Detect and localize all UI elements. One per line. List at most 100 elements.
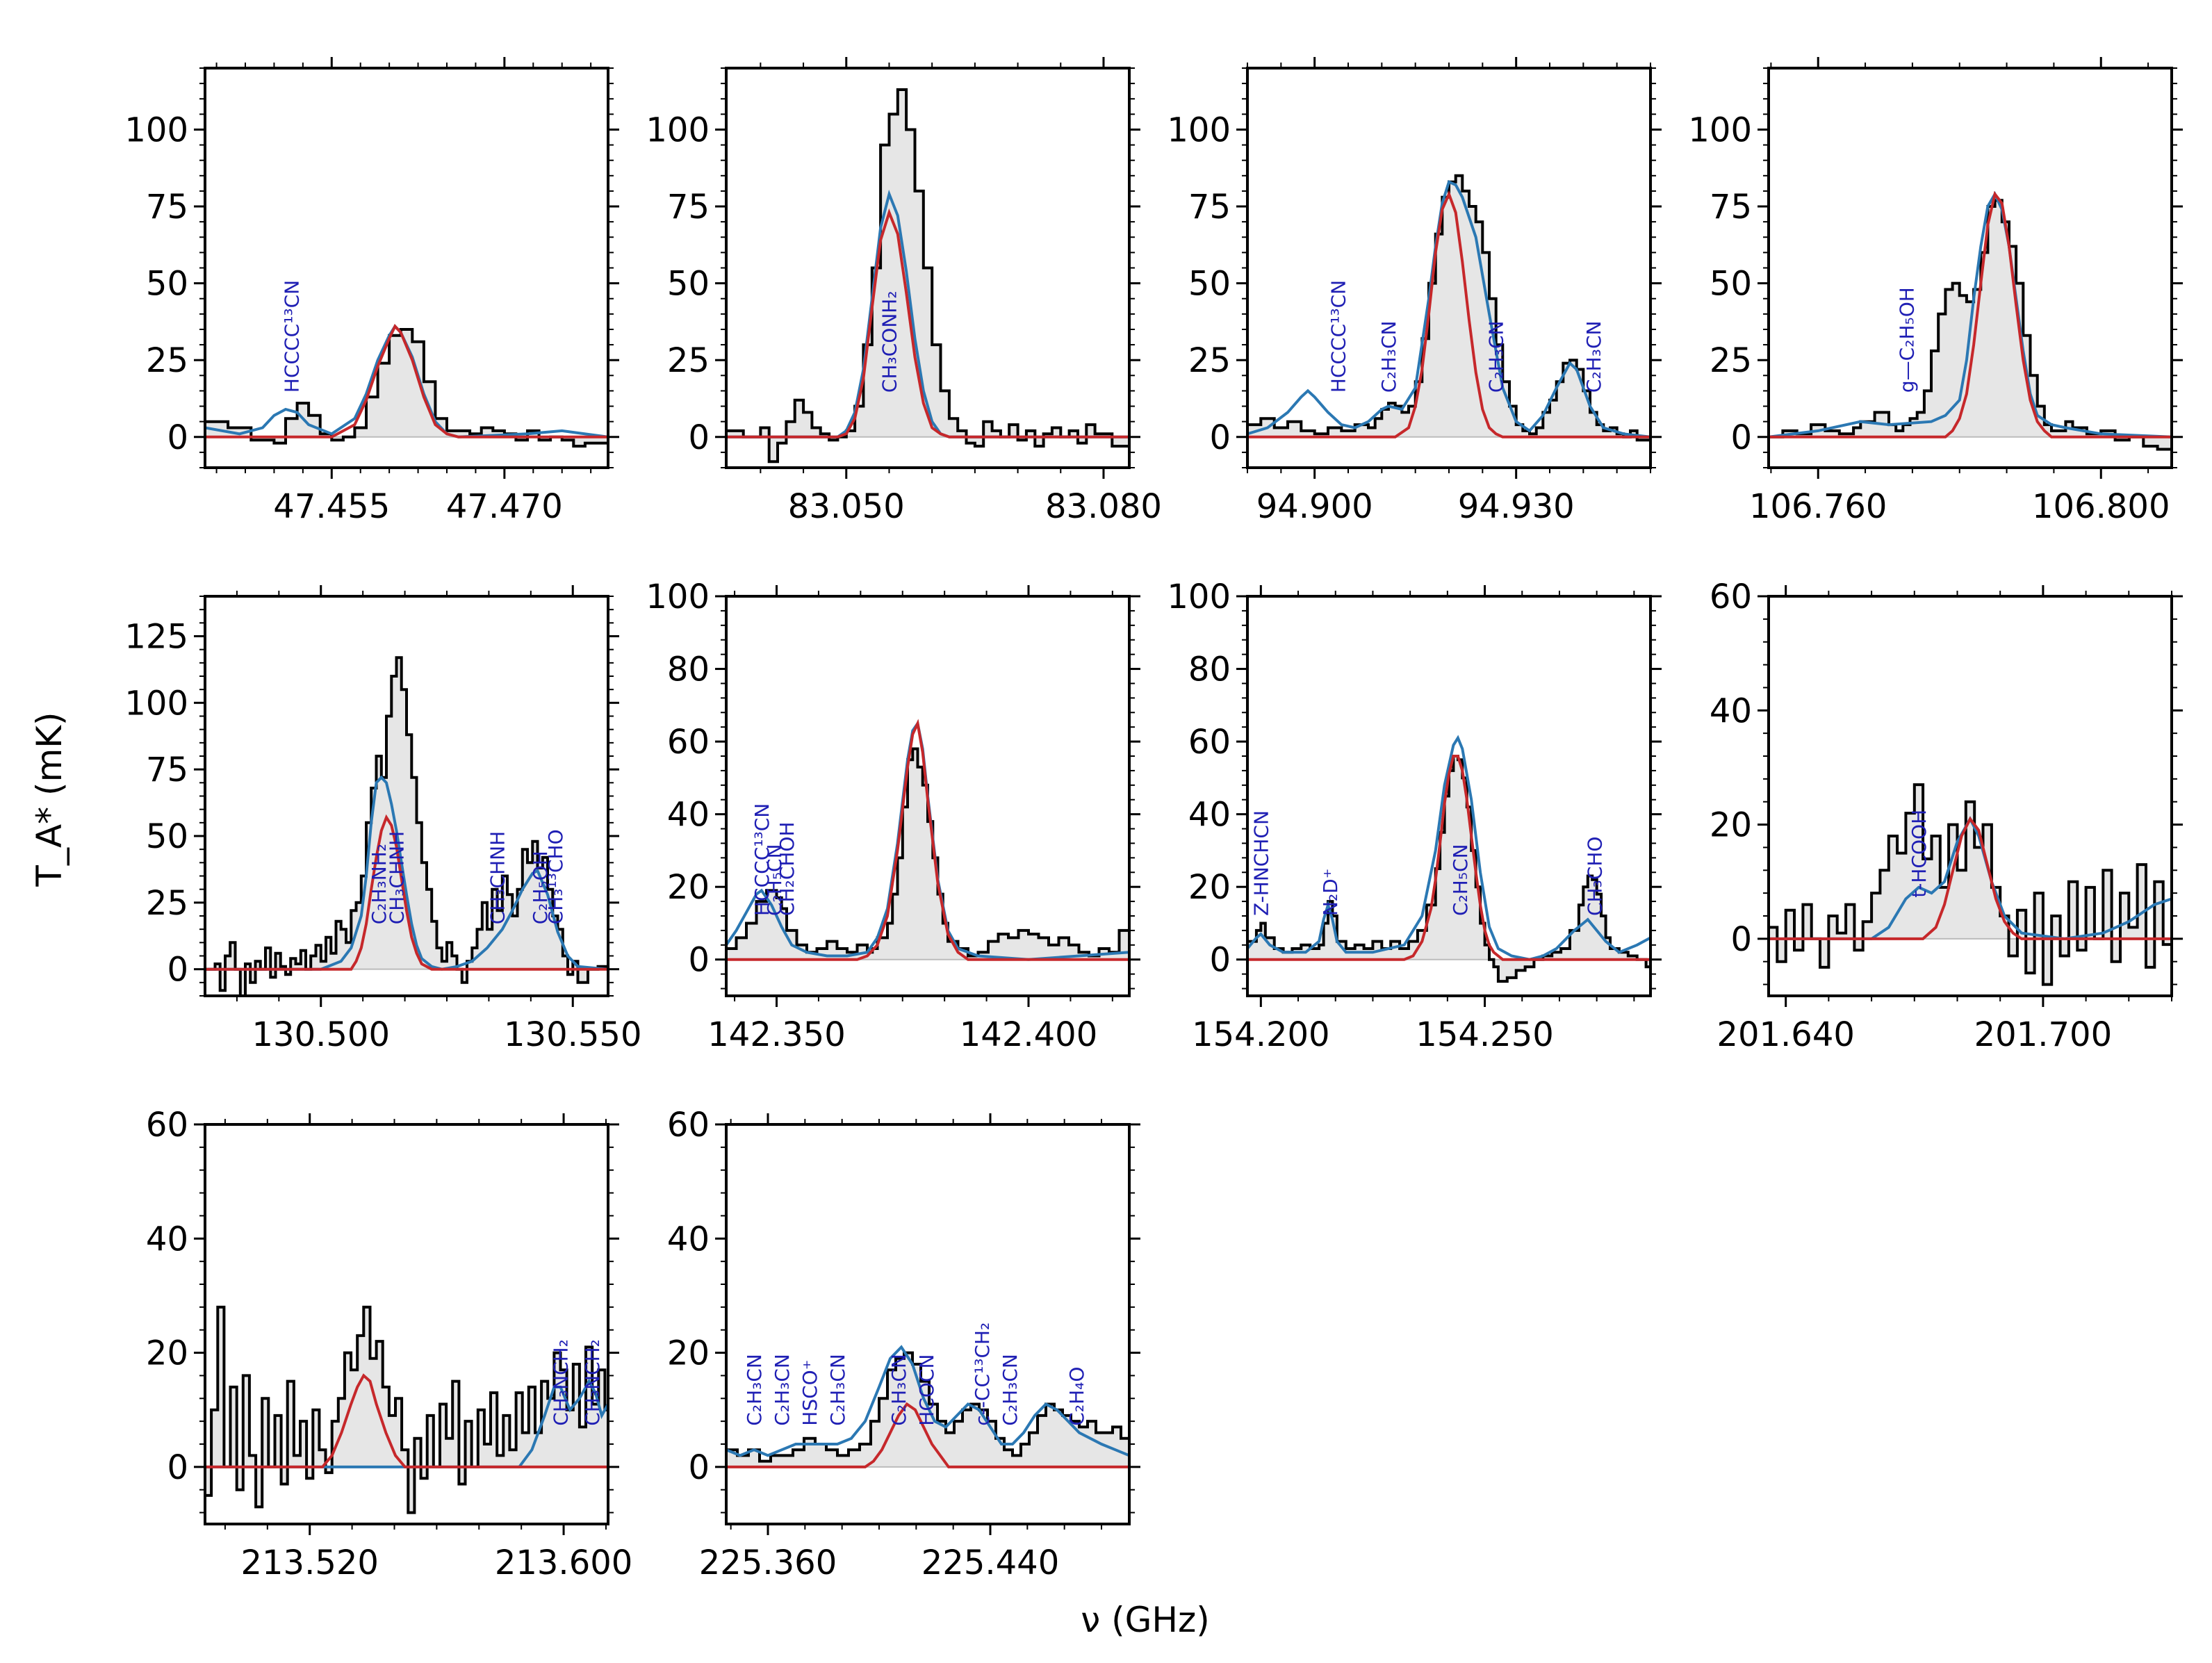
molecule-label: HCOCN <box>915 1354 938 1426</box>
model-species-line <box>726 719 1129 961</box>
plot-area <box>205 1305 608 1514</box>
y-tick-label: 0 <box>1209 941 1231 980</box>
molecule-label: C₂H₃CN <box>771 1354 794 1426</box>
molecule-label: CH₃NCH₂ <box>550 1339 573 1426</box>
y-tick-label: 100 <box>646 110 710 149</box>
observed-spectrum <box>1247 755 1650 983</box>
model-species-line <box>726 1402 1129 1468</box>
molecule-label: HCCCC¹³CN <box>751 803 773 916</box>
molecule-label: Z-HNCHCN <box>1250 810 1272 916</box>
model-species-line <box>205 814 608 971</box>
spectrum-panel: CH₃NCH₂ CH₃NCH₂ 0 20 40 60 213.520 213.600 <box>146 1106 632 1582</box>
plot-area <box>1769 190 2172 459</box>
model-total-line <box>1769 816 2172 940</box>
model-species-line <box>1247 190 1650 439</box>
panel-grid: HCCCC¹³CN 0 25 50 75 100 47.455 47.470 CH₃CONH₂ 0… <box>124 57 2183 1582</box>
observed-spectrum <box>205 1305 608 1514</box>
spectrum-panel: g—C₂H₅OH 0 25 50 75 100 106.760 106.800 <box>1688 57 2183 526</box>
y-tick-label: 25 <box>667 341 710 380</box>
spectrum-panel: t-HCOOH 0 20 40 60 201.640 201.700 <box>1710 577 2183 1054</box>
y-tick-label: 0 <box>1209 418 1231 457</box>
model-species-line <box>1769 190 2172 439</box>
x-tick-label: 94.930 <box>1458 487 1575 526</box>
model-species-line <box>726 208 1129 439</box>
molecule-label: CH₃¹³CHO <box>544 829 567 924</box>
model-species-line <box>205 1373 608 1468</box>
panel-frame <box>204 1123 609 1525</box>
y-tick-label: 40 <box>146 1220 188 1259</box>
molecule-label: C₂H₅OH <box>529 851 552 924</box>
observed-fill <box>1247 175 1650 441</box>
y-tick-label: 75 <box>1188 188 1231 227</box>
plot-area <box>726 1345 1129 1468</box>
observed-fill <box>205 657 608 996</box>
molecule-label: C₂H₃NH₂ <box>368 844 391 924</box>
y-tick-label: 0 <box>688 418 710 457</box>
observed-fill <box>726 748 1129 960</box>
y-tick-label: 100 <box>1688 110 1752 149</box>
observed-spectrum <box>1769 783 2172 986</box>
model-total-line <box>1769 190 2172 439</box>
x-tick-label: 47.470 <box>446 487 563 526</box>
plot-area <box>726 88 1129 464</box>
x-tick-label: 154.250 <box>1416 1015 1554 1054</box>
x-tick-label: 130.550 <box>504 1015 642 1054</box>
molecule-label: C₂H₃CN <box>1377 321 1400 393</box>
y-tick-label: 40 <box>667 796 710 835</box>
y-tick-label: 0 <box>167 951 188 990</box>
y-tick-label: 60 <box>1710 577 1752 616</box>
molecule-label: CH₂CHOH <box>776 821 798 916</box>
y-tick-label: 60 <box>667 723 710 762</box>
x-tick-label: 83.080 <box>1045 487 1162 526</box>
x-axis-title: ν (GHz) <box>1081 1600 1209 1640</box>
panel-frame <box>725 1123 1131 1525</box>
y-tick-label: 60 <box>667 1106 710 1145</box>
observed-spectrum <box>726 88 1129 464</box>
molecule-label: c--CC¹³CH₂ <box>971 1322 994 1426</box>
y-tick-label: 60 <box>1188 723 1231 762</box>
y-tick-label: 0 <box>688 1448 710 1487</box>
y-tick-label: 100 <box>124 110 188 149</box>
y-tick-label: 25 <box>146 341 188 380</box>
molecule-label: CH₃CHNH <box>386 831 409 924</box>
y-tick-label: 50 <box>1188 265 1231 304</box>
plot-area <box>205 323 608 450</box>
y-tick-label: 0 <box>167 418 188 457</box>
y-tick-label: 50 <box>1710 265 1752 304</box>
plot-area <box>1247 174 1650 442</box>
x-tick-label: 142.400 <box>960 1015 1098 1054</box>
y-tick-label: 25 <box>1188 341 1231 380</box>
molecule-label: HSCO⁺ <box>798 1359 821 1425</box>
observed-fill <box>1247 756 1650 982</box>
panel-frame <box>1246 595 1652 997</box>
model-total-line <box>205 1378 608 1468</box>
molecule-label: C₂H₃CN <box>887 1354 910 1426</box>
molecule-label: CH₃NCH₂ <box>581 1339 604 1426</box>
molecule-label: C₂H₅CN <box>1449 844 1472 916</box>
y-tick-label: 80 <box>1188 650 1231 689</box>
x-tick-label: 213.600 <box>495 1543 633 1582</box>
y-tick-label: 60 <box>146 1106 188 1145</box>
y-tick-label: 20 <box>667 868 710 907</box>
molecule-label: g—C₂H₅OH <box>1895 287 1918 393</box>
molecule-label: C₂H₃CN <box>1485 321 1508 393</box>
molecule-label: C₂H₃CN <box>743 1354 766 1426</box>
plot-area <box>205 656 608 996</box>
panel-frame <box>1767 595 2173 997</box>
molecule-label: C₂H₃CN <box>1582 321 1605 393</box>
y-tick-label: 100 <box>124 684 188 723</box>
y-tick-label: 0 <box>1730 920 1752 959</box>
spectrum-panel: CH₃CONH₂ 0 25 50 75 100 83.050 83.080 <box>646 57 1162 526</box>
x-tick-label: 201.700 <box>1974 1015 2113 1054</box>
panel-frame <box>725 595 1131 997</box>
y-tick-label: 100 <box>1167 110 1231 149</box>
y-tick-label: 25 <box>146 884 188 923</box>
spectrum-panel: C₂H₃CN C₂H₃CN HSCO⁺ C₂H₃CN C₂H₃CN HCOCN c--CC¹… <box>667 1106 1140 1582</box>
model-total-line <box>1247 179 1650 439</box>
model-total-line <box>726 189 1129 439</box>
molecule-label: CH₃CHNH <box>486 831 509 924</box>
x-tick-label: 47.455 <box>273 487 390 526</box>
x-tick-label: 83.050 <box>788 487 905 526</box>
